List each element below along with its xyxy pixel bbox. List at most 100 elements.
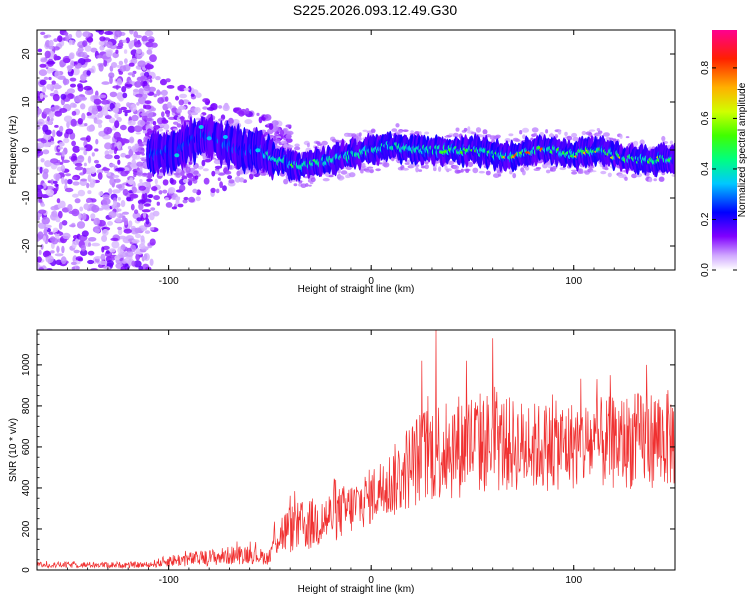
spectrogram-halo (410, 130, 414, 134)
spectrogram-scatter-blob (261, 117, 266, 121)
spectrogram-noise-blob (71, 240, 77, 249)
spectrogram-scatter-blob (187, 85, 192, 93)
spectrogram-noise-blob (38, 249, 42, 255)
spectrogram-noise-blob (71, 140, 76, 147)
spectrogram-scatter-blob (227, 175, 233, 180)
spectrogram-halo (460, 168, 464, 173)
spectrogram-noise-blob (83, 203, 90, 210)
spectrogram-scatter-blob (210, 187, 216, 193)
spectrogram-scatter-blob (274, 132, 278, 137)
y-tick-label: 20 (21, 48, 32, 60)
spectrogram-noise-blob (137, 60, 146, 68)
spectrogram-halo (375, 168, 381, 172)
spectrogram-scatter-blob (157, 91, 163, 95)
spectrogram-noise-blob (131, 73, 135, 78)
spectrogram-halo (287, 145, 294, 148)
spectrogram-noise-blob (129, 79, 133, 84)
spectrogram-scatter-blob (218, 172, 226, 176)
spectrogram-noise-blob (149, 54, 157, 63)
spectrogram-scatter-blob (138, 203, 144, 211)
spectrogram-noise-blob (131, 260, 136, 267)
spectrogram-scatter-blob (203, 177, 210, 185)
spectrogram-noise-blob (86, 37, 94, 43)
spectrogram-noise-blob (69, 224, 76, 228)
spectrogram-scatter-blob (153, 195, 161, 201)
spectrogram-noise-blob (109, 91, 118, 98)
spectrogram-halo (559, 167, 567, 171)
spectrogram-noise-blob (88, 242, 91, 247)
spectrogram-noise-blob (53, 46, 60, 51)
spectrogram-scatter-blob (187, 177, 196, 182)
spectrogram-halo (402, 167, 409, 171)
spectrogram-halo (135, 132, 141, 135)
spectrogram-scatter-blob (179, 184, 186, 192)
spectrogram-noise-blob (67, 65, 72, 72)
spectrogram-noise-blob (117, 159, 121, 165)
spectrogram-noise-blob (118, 70, 124, 75)
spectrogram-halo (639, 139, 645, 145)
spectrogram-scatter-blob (146, 128, 153, 136)
spectrogram-noise-blob (65, 128, 74, 135)
spectrogram-noise-blob (134, 209, 139, 214)
x-tick-label: -100 (159, 575, 179, 586)
spectrogram-peak (174, 153, 180, 158)
spectrogram-noise-blob (113, 200, 117, 207)
spectrogram-noise-blob (81, 112, 86, 121)
spectrogram-noise-blob (146, 178, 153, 182)
spectrogram-noise-blob (77, 155, 85, 163)
spectrogram-noise-blob (136, 48, 142, 54)
spectrogram-scatter-blob (279, 129, 285, 136)
spectrogram-halo (467, 161, 474, 168)
spectrogram-halo (631, 173, 638, 179)
spectrogram-scatter-blob (162, 179, 169, 186)
spectrogram-noise-blob (139, 179, 143, 183)
spectrogram-noise-blob (78, 147, 87, 151)
spectrogram-halo (609, 137, 614, 141)
spectrogram-halo (340, 177, 345, 180)
spectrogram-noise-blob (74, 166, 84, 171)
spectrogram-noise-blob (42, 235, 47, 242)
spectrogram-halo (309, 181, 314, 185)
spectrogram-noise-blob (110, 237, 119, 241)
spectrogram-scatter-blob (162, 189, 168, 194)
spectrogram-scatter-blob (219, 181, 224, 189)
spectrogram-halo (272, 136, 277, 140)
spectrogram-noise-blob (106, 41, 113, 49)
spectrogram-scatter-blob (143, 104, 146, 109)
spectrogram-noise-blob (121, 39, 127, 43)
spectrogram-noise-blob (62, 78, 70, 85)
spectrogram-halo (603, 132, 610, 137)
snr-marks (37, 330, 675, 569)
spectrogram-noise-blob (132, 186, 137, 194)
spectrogram-noise-blob (51, 210, 58, 218)
spectrogram-noise-blob (113, 154, 120, 160)
spectrogram-noise-blob (48, 231, 54, 235)
y-tick-label: 400 (21, 479, 32, 496)
spectrogram-noise-blob (39, 79, 47, 86)
spectrogram-noise-blob (37, 118, 45, 126)
spectrogram-noise-blob (38, 69, 48, 76)
spectrogram-scatter-blob (244, 119, 253, 125)
spectrogram-noise-blob (135, 233, 141, 239)
spectrogram-halo (447, 160, 455, 165)
spectrogram-noise-blob (107, 221, 113, 226)
spectrogram-halo (566, 135, 573, 141)
spectrogram-noise-blob (135, 253, 141, 261)
spectrogram-halo (612, 138, 617, 142)
spectrogram-noise-blob (87, 259, 95, 265)
spectrogram-noise-blob (94, 148, 99, 152)
spectrogram-noise-blob (123, 228, 132, 234)
spectrogram-halo (653, 178, 657, 182)
spectrogram-noise-blob (113, 131, 121, 140)
spectrogram-halo (383, 162, 390, 168)
spectrogram-halo (145, 137, 151, 140)
spectrogram-noise-blob (63, 115, 73, 123)
spectrogram-noise-blob (120, 124, 127, 131)
spectrogram-noise-blob (111, 62, 118, 68)
spectrogram-halo (452, 132, 459, 138)
spectrogram-noise-blob (103, 59, 108, 67)
spectrogram-noise-blob (117, 226, 123, 231)
spectrogram-noise-blob (50, 179, 54, 185)
spectrogram-scatter-blob (239, 177, 245, 183)
